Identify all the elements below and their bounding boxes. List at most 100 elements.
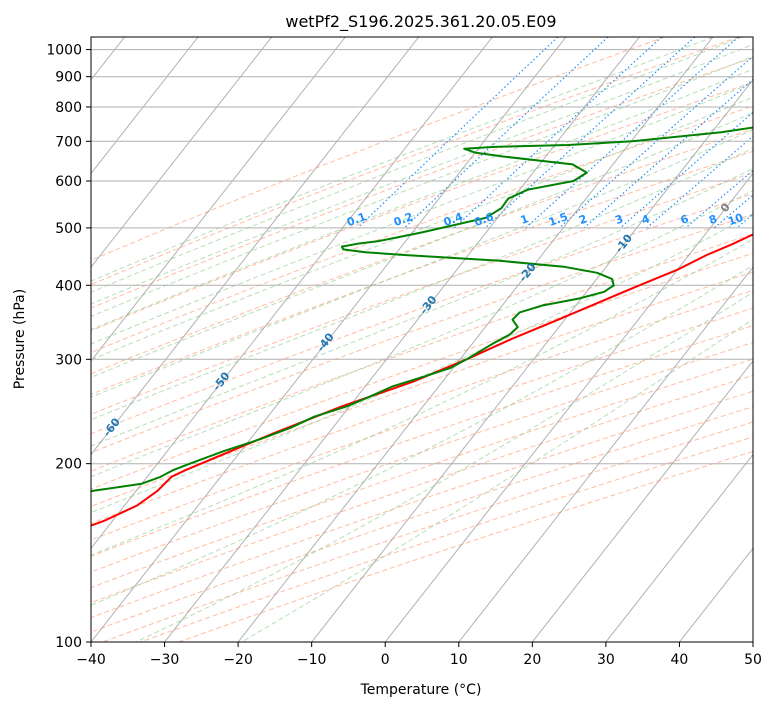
- dry-adiabat: [91, 289, 753, 524]
- moist-adiabat: [91, 238, 753, 556]
- dry-adiabat: [102, 421, 753, 642]
- isotherm-line: [752, 641, 753, 642]
- x-tick-label: 30: [597, 652, 615, 668]
- mixing-ratio-label: 10: [726, 211, 745, 229]
- mixing-ratio-label: 0.4: [442, 210, 465, 229]
- x-tick-label: −40: [76, 652, 106, 668]
- moist-adiabat: [91, 82, 753, 345]
- moist-adiabat: [91, 37, 743, 293]
- y-tick-label: 100: [55, 635, 82, 651]
- dry-adiabat: [91, 128, 753, 375]
- background-lines: [91, 37, 775, 642]
- isotherm-line: [458, 266, 753, 642]
- moist-adiabat: [91, 167, 753, 447]
- y-tick-label: 400: [55, 278, 82, 294]
- dry-adiabat: [91, 358, 753, 589]
- moist-adiabat: [241, 318, 753, 642]
- mixing-ratio-line: [404, 37, 609, 229]
- dry-adiabat: [91, 307, 753, 541]
- mixing-ratio-label: 8: [707, 212, 719, 227]
- isotherm-line: [605, 453, 753, 642]
- isotherm-label: -50: [210, 369, 233, 393]
- x-tick-label: 20: [523, 652, 541, 668]
- moist-adiabat: [91, 68, 753, 331]
- mixing-ratio-line: [685, 169, 753, 229]
- y-tick-label: 800: [55, 100, 82, 116]
- profiles: [91, 126, 753, 527]
- dry-adiabat: [178, 450, 753, 642]
- mixing-ratio-line: [583, 78, 753, 229]
- y-tick-label: 200: [55, 457, 82, 473]
- mixing-ratio-line: [357, 37, 559, 229]
- dry-adiabat: [91, 252, 753, 490]
- chart-title: wetPf2_S196.2025.361.20.05.E09: [285, 12, 556, 32]
- dry-adiabat: [91, 57, 753, 309]
- mixing-ratio-label: 0.6: [473, 210, 496, 229]
- y-tick-label: 300: [55, 352, 82, 368]
- mixing-ratio-label: 2: [577, 212, 589, 227]
- dry-adiabat: [91, 390, 753, 619]
- moist-adiabat: [91, 190, 753, 478]
- isotherm-line: [164, 37, 640, 642]
- isotherm-line: [91, 37, 346, 362]
- y-tick-label: 700: [55, 134, 82, 150]
- moist-adiabat: [91, 129, 753, 398]
- y-tick-label: 900: [55, 70, 82, 86]
- isotherm-line: [91, 37, 273, 269]
- moist-adiabat: [135, 291, 753, 642]
- mixing-ratio-label: 6: [679, 212, 691, 227]
- mixing-ratio-label: 1: [519, 212, 531, 227]
- dry-adiabat: [91, 213, 753, 454]
- dry-adiabat: [91, 81, 753, 332]
- mixing-ratio-label: 4: [640, 212, 652, 227]
- mixing-ratio-label: 1.5: [547, 210, 570, 229]
- dry-adiabat: [91, 325, 753, 557]
- x-tick-label: 10: [450, 652, 468, 668]
- isotherm-line: [384, 172, 753, 642]
- y-tick-label: 500: [55, 221, 82, 237]
- isotherm-label: -60: [100, 415, 123, 439]
- temperature-profile: [91, 233, 753, 527]
- mixing-ratio-line: [736, 213, 753, 229]
- dry-adiabat: [91, 193, 753, 435]
- grid-lines: [91, 37, 753, 642]
- mixing-ratio-line: [619, 111, 753, 229]
- mixing-ratio-line: [484, 37, 696, 229]
- isotherm-line: [91, 37, 199, 175]
- dry-adiabat: [91, 233, 753, 472]
- moist-adiabat: [91, 112, 753, 378]
- y-tick-label: 600: [55, 174, 82, 190]
- isotherm-label: -70: [0, 458, 16, 482]
- isotherm-line: [237, 37, 714, 642]
- x-tick-label: 0: [381, 652, 390, 668]
- isotherm-line: [91, 37, 567, 642]
- x-tick-label: 40: [671, 652, 689, 668]
- isotherm-line: [531, 360, 753, 642]
- isotherm-line: [311, 78, 753, 642]
- dry-adiabat: [91, 150, 753, 395]
- y-axis-ticks: 1000 900 800 700 600 500 400 300 200 100: [46, 43, 91, 651]
- x-axis-ticks: −40 −30 −20 −10 0 10 20 30 40 50: [76, 642, 762, 668]
- dry-adiabat: [91, 37, 740, 286]
- moist-adiabat: [91, 55, 753, 317]
- y-tick-label: 1000: [46, 43, 82, 59]
- dewpoint-profile: [91, 126, 753, 493]
- dry-adiabat: [91, 271, 753, 507]
- mixing-ratio-line: [525, 37, 739, 229]
- dry-adiabat: [91, 105, 753, 354]
- mixing-ratio-label: 3: [613, 212, 625, 227]
- moist-adiabat: [91, 43, 753, 305]
- mixing-ratio-line: [764, 37, 775, 228]
- mixing-ratio-label: 0.1: [345, 210, 368, 229]
- x-tick-label: −20: [223, 652, 253, 668]
- isotherm-label: -10: [613, 231, 636, 255]
- dry-adiabat: [91, 341, 753, 573]
- dry-adiabat: [91, 374, 753, 604]
- isotherm-label: -40: [314, 330, 337, 354]
- y-axis-label: Pressure (hPa): [12, 289, 28, 389]
- dry-adiabat: [91, 406, 753, 633]
- plot-frame: [90, 36, 754, 643]
- isotherm-line: [91, 37, 493, 550]
- moist-adiabat: [91, 213, 753, 514]
